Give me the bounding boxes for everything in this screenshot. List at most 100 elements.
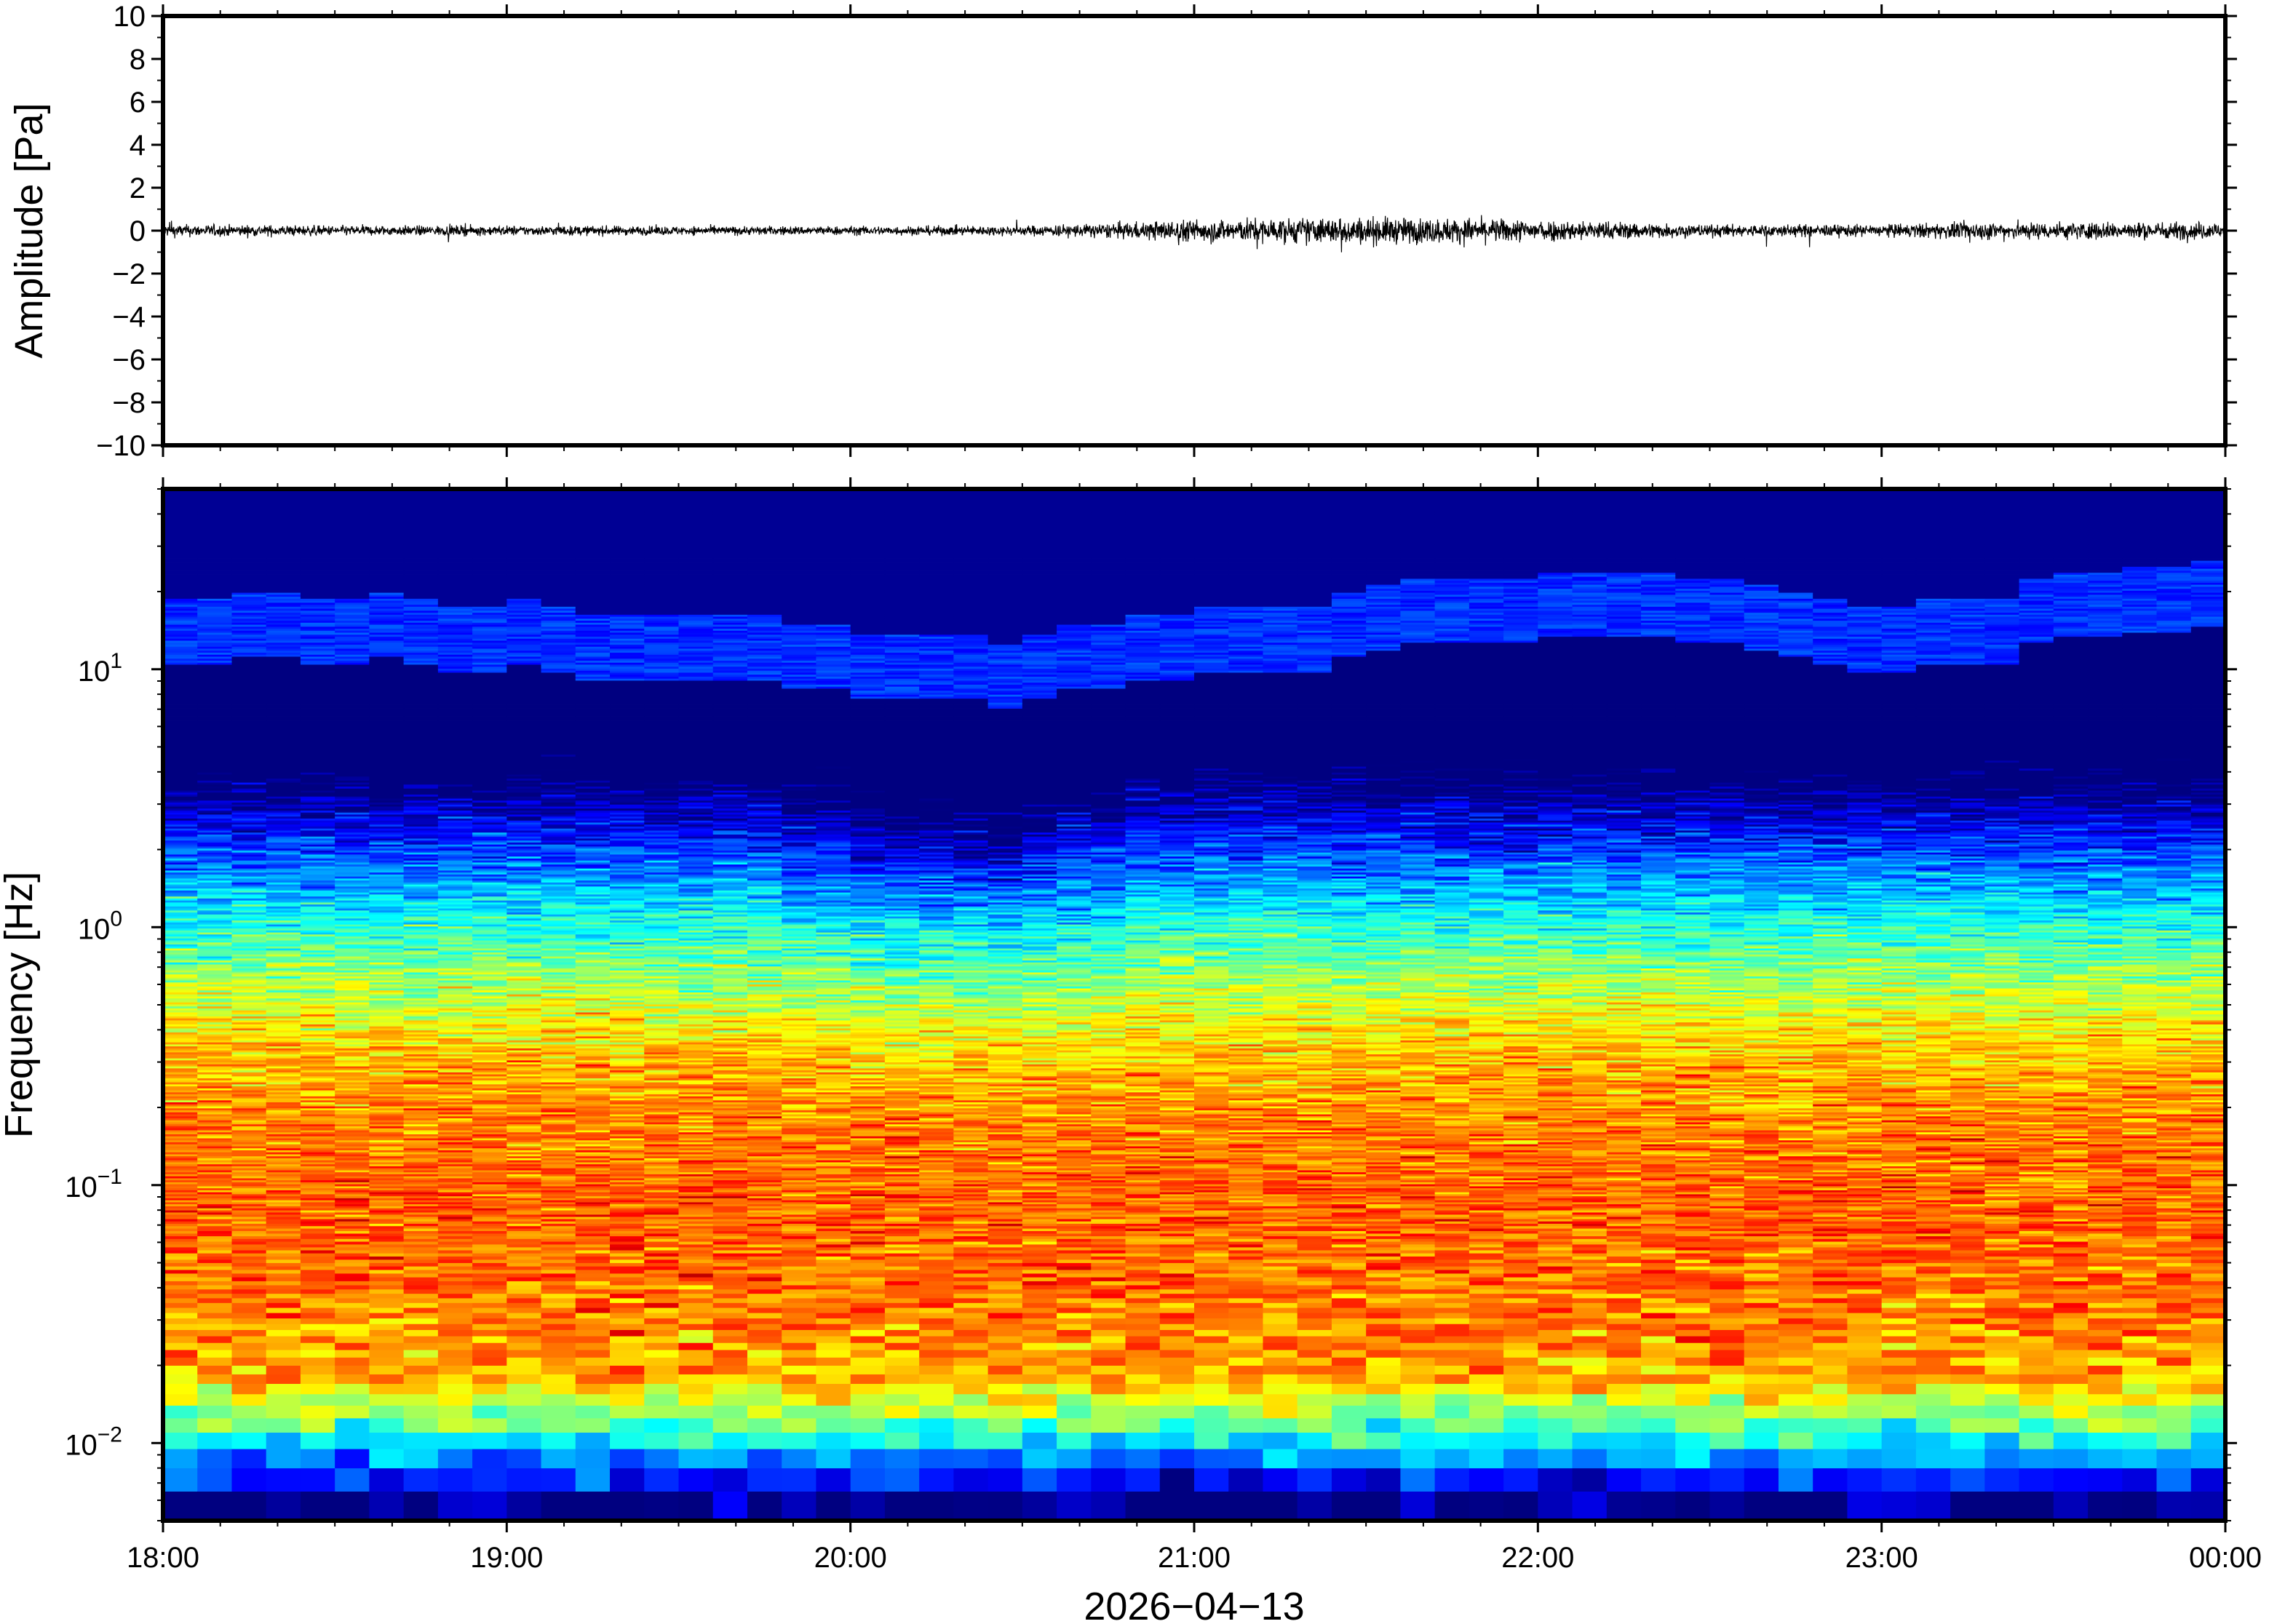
spectrogram-cell (266, 626, 301, 629)
spectrogram-cell (541, 878, 576, 881)
spectrogram-cell (197, 654, 233, 657)
spectrogram-cell (266, 704, 301, 707)
spectrogram-cell (403, 1250, 439, 1254)
spectrogram-cell (403, 540, 439, 543)
spectrogram-cell (300, 530, 335, 533)
spectrogram-cell (231, 650, 267, 653)
spectrogram-cell (437, 730, 473, 733)
spectrogram-cell (163, 716, 198, 719)
spectrogram-cell (506, 720, 542, 723)
spectrogram-cell (369, 766, 405, 769)
spectrogram-cell (472, 930, 507, 933)
spectrogram-cell (403, 922, 439, 925)
spectrogram-cell (335, 584, 370, 587)
spectrogram-cell (506, 1491, 542, 1521)
spectrogram-cell (300, 734, 335, 737)
spectrogram-cell (335, 544, 370, 547)
spectrogram-cell (197, 840, 233, 843)
spectrogram-cell (437, 912, 473, 915)
spectrogram-cell (163, 1002, 198, 1005)
spectrogram-cell (300, 762, 335, 765)
spectrogram-cell (369, 882, 405, 885)
spectrogram-cell (231, 1206, 267, 1209)
spectrogram-cell (163, 1289, 198, 1294)
spectrogram-cell (163, 820, 198, 823)
spectrogram-cell (197, 1208, 233, 1211)
spectrogram-cell (163, 1262, 198, 1267)
spectrogram-cell (300, 1123, 335, 1126)
spectrogram-cell (437, 718, 473, 721)
spectrogram-cell (403, 930, 439, 933)
spectrogram-cell (335, 1329, 370, 1337)
spectrogram-cell (506, 1166, 542, 1169)
spectrogram-cell (437, 1432, 473, 1449)
spectrogram-cell (437, 1128, 473, 1131)
spectrogram-cell (231, 884, 267, 887)
spectrogram-cell (197, 1297, 233, 1303)
spectrogram-cell (300, 1405, 335, 1419)
spectrogram-cell (369, 676, 405, 679)
spectrogram-cell (472, 966, 507, 969)
spectrogram-cell (266, 1136, 301, 1139)
spectrogram-cell (369, 506, 405, 509)
spectrogram-cell (369, 980, 405, 983)
spectrogram-cell (472, 718, 507, 721)
spectrogram-cell (231, 860, 267, 863)
spectrogram-cell (197, 1018, 233, 1021)
spectrogram-cell (437, 568, 473, 571)
spectrogram-cell (197, 524, 233, 528)
spectrogram-cell (506, 1176, 542, 1179)
spectrogram-cell (335, 976, 370, 979)
spectrogram-cell (541, 1253, 576, 1257)
spectrogram-cell (197, 972, 233, 975)
spectrogram-cell (369, 730, 405, 733)
spectrogram-cell (300, 1230, 335, 1234)
spectrogram-cell (541, 712, 576, 715)
spectrogram-cell (437, 950, 473, 953)
spectrogram-cell (541, 1072, 576, 1075)
spectrogram-cell (472, 648, 507, 651)
spectrogram-cell (163, 652, 198, 655)
spectrogram-cell (541, 988, 576, 991)
spectrogram-cell (300, 842, 335, 845)
spectrogram-cell (197, 1098, 233, 1101)
spectrogram-cell (231, 576, 267, 579)
spectrogram-cell (369, 1244, 405, 1248)
spectrogram-cell (266, 636, 301, 639)
spectrogram-cell (300, 1193, 335, 1197)
spectrogram-cell (506, 1393, 542, 1406)
spectrogram-cell (231, 814, 267, 817)
spectrogram-cell (541, 1230, 576, 1234)
spectrogram-cell (506, 702, 542, 705)
spectrogram-cell (335, 1357, 370, 1366)
spectrogram-cell (231, 774, 267, 777)
spectrogram-cell (506, 698, 542, 701)
spectrogram-cell (266, 874, 301, 877)
spectrogram-cell (437, 728, 473, 731)
spectrogram-cell (300, 984, 335, 987)
spectrogram-cell (541, 652, 576, 655)
spectrogram-cell (266, 726, 301, 729)
spectrogram-cell (506, 1228, 542, 1231)
spectrogram-cell (369, 1099, 405, 1103)
spectrogram-cell (541, 924, 576, 927)
spectrogram-cell (300, 826, 335, 829)
spectrogram-cell (506, 786, 542, 789)
spectrogram-cell (403, 1235, 439, 1239)
spectrogram-cell (163, 602, 198, 605)
spectrogram-cell (197, 1051, 233, 1055)
spectrogram-cell (300, 968, 335, 971)
spectrogram-cell (437, 1126, 473, 1129)
spectrogram-cell (472, 854, 507, 857)
spectrogram-cell (231, 946, 267, 949)
spectrogram-cell (300, 1241, 335, 1245)
spectrogram-cell (506, 660, 542, 663)
spectrogram-cell (335, 564, 370, 567)
spectrogram-cell (437, 658, 473, 661)
spectrogram-cell (472, 1147, 507, 1150)
spectrogram-cell (369, 780, 405, 783)
spectrogram-cell (369, 1155, 405, 1158)
spectrogram-cell (266, 1082, 301, 1085)
spectrogram-cell (472, 666, 507, 669)
spectrogram-cell (506, 508, 542, 512)
